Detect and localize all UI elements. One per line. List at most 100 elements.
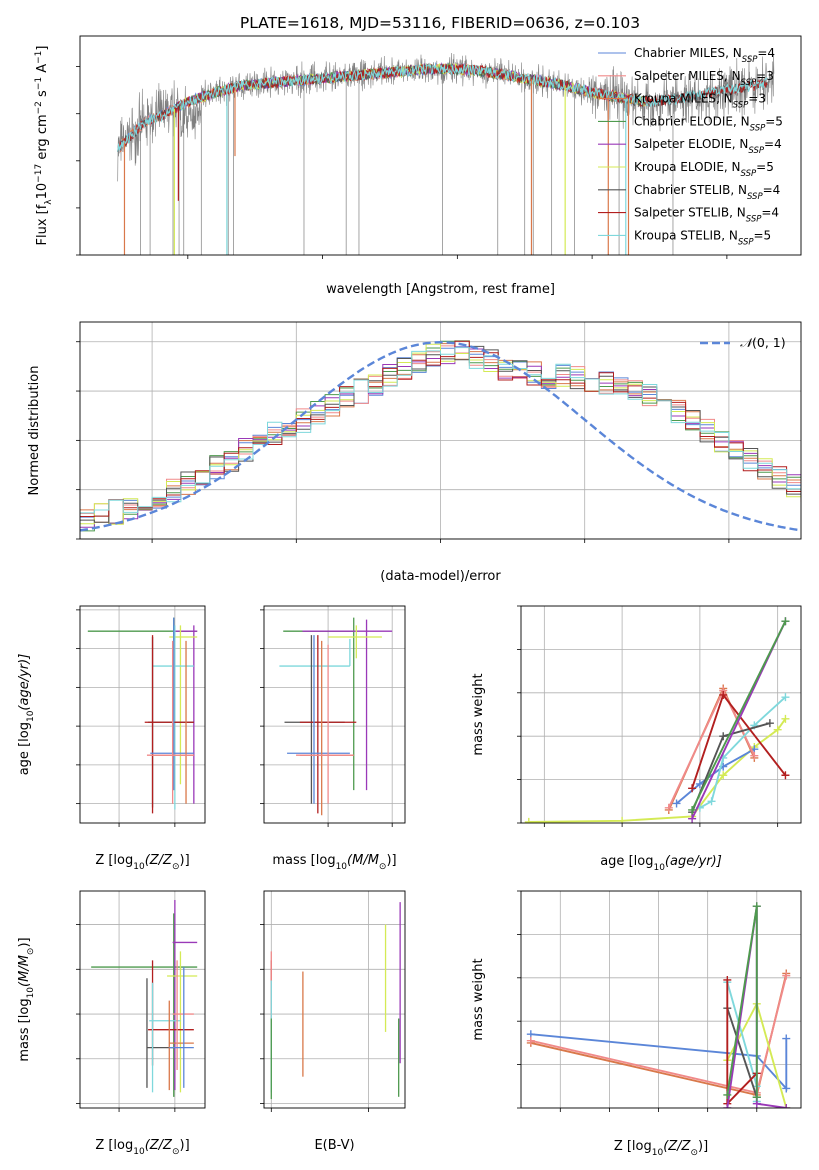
x-axis-label: Z [log10(Z/Z⊙)] [95, 853, 189, 872]
label-part: 10 [133, 862, 145, 872]
label-part: (M/M [347, 853, 379, 868]
point-marker-chabrier_elodie [688, 805, 697, 814]
x-axis-label: Z [log10(Z/Z⊙)] [614, 1139, 708, 1158]
plot-area [521, 891, 801, 1108]
axes-weight_vs_age [517, 605, 779, 827]
plot-area [264, 891, 405, 1108]
label-part: (age/yr)] [17, 654, 32, 711]
axes-frame [79, 890, 206, 1109]
legend-label-kroupa_elodie: Kroupa ELODIE, NSSP=5 [634, 160, 774, 179]
point-marker-salpeter_elodie [782, 1104, 791, 1108]
label-part: 10 [336, 862, 348, 872]
y-axis-label: mass weight [471, 673, 486, 755]
label-part: )] [180, 1138, 190, 1153]
point-marker-salpeter_stelib [781, 771, 790, 780]
label-part: Chabrier MILES, N [634, 46, 742, 60]
label-part: SSP [746, 215, 762, 225]
label-part: ] [35, 46, 50, 51]
label-part: =5 [754, 228, 772, 242]
plot-area [521, 606, 801, 823]
series-line-chabrier_miles [675, 748, 755, 805]
point-marker-chabrier_miles [782, 1034, 791, 1043]
label-part: 10 [133, 1147, 145, 1157]
label-part: 10 [653, 863, 665, 873]
legend-label-gauss: 𝒩(0, 1) [740, 335, 786, 350]
figure-title: PLATE=1618, MJD=53116, FIBERID=0636, z=0… [240, 14, 640, 32]
chart-age_vs_Z: Z [log10(Z/Z⊙)]age [log10(age/yr)] [17, 605, 206, 872]
chart-weight_vs_age: age [log10(age/yr)] mass weight [471, 605, 802, 873]
label-part: Z [log [614, 1139, 652, 1154]
point-marker-salpeter_miles [664, 803, 673, 812]
label-part: SSP [738, 237, 754, 247]
label-part: Salpeter STELIB, N [634, 206, 746, 220]
label-part: Chabrier STELIB, N [634, 183, 747, 197]
y-axis-label: mass weight [471, 958, 486, 1040]
histogram-chabrier_stelib [80, 345, 801, 534]
plot-area [80, 891, 205, 1108]
label-part: =4 [764, 137, 782, 151]
axes-weight_vs_Z [517, 890, 758, 1112]
label-part: =5 [756, 160, 774, 174]
legend-label-kroupa_miles: Kroupa MILES, NSSP=3 [634, 92, 766, 111]
point-marker-salpeter_miles [526, 1036, 535, 1045]
legend-label-chabrier_elodie: Chabrier ELODIE, NSSP=5 [634, 114, 783, 133]
label-part: =3 [756, 69, 774, 83]
label-part: ⊙ [690, 1148, 698, 1158]
chart-spectrum: wavelength [Angstrom, rest frame] Flux [f… [34, 35, 802, 297]
axes-frame [263, 605, 406, 824]
plot-area [80, 322, 801, 539]
histogram-kroupa_miles [80, 343, 801, 534]
chart-residuals: (data-model)/error Normed distribution 𝒩(0… [27, 321, 802, 584]
axes-frame [79, 35, 802, 256]
label-part: Z [log [95, 853, 133, 868]
label-part: SSP [742, 55, 758, 65]
label-part: SSP [750, 123, 766, 133]
x-axis-label: Z [log10(Z/Z⊙)] [95, 1138, 189, 1157]
x-axis-label: E(B-V) [314, 1138, 354, 1153]
legend-label-salpeter_stelib: Salpeter STELIB, NSSP=4 [634, 206, 779, 225]
histogram-chabrier_miles [80, 346, 801, 534]
point-marker-chabrier_elodie [781, 617, 790, 626]
chart-mass_vs_ebv: E(B-V) [260, 890, 406, 1153]
axes-frame [520, 890, 802, 1109]
label-part: ⊙ [26, 948, 36, 956]
legend-label-kroupa_stelib: Kroupa STELIB, NSSP=5 [634, 228, 771, 247]
series-line-chabrier_miles [530, 1033, 788, 1091]
label-part: 10 [26, 987, 36, 999]
label-part: Z [log [95, 1138, 133, 1153]
series-line-chabrier_elodie [691, 620, 787, 811]
label-part: )] [386, 853, 396, 868]
point-marker-salpeter_miles [750, 751, 759, 760]
label-part: )] [698, 1139, 708, 1154]
label-part: (Z/Z [145, 1138, 173, 1153]
label-part: −1 [34, 51, 44, 64]
axes-mass_vs_Z [76, 924, 176, 1112]
label-part: 10 [35, 183, 50, 200]
point-marker-chabrier_miles [695, 779, 704, 788]
label-part: SSP [733, 101, 749, 111]
point-marker-kroupa_stelib [707, 797, 716, 806]
axes-mass_vs_ebv [260, 924, 369, 1112]
axes-residuals [76, 341, 730, 543]
point-marker-salpeter_elodie [723, 1104, 732, 1108]
chart-weight_vs_Z: Z [log10(Z/Z⊙)] mass weight [471, 890, 802, 1158]
label-part: s [35, 90, 50, 101]
label-part: =3 [748, 92, 766, 106]
point-marker-chabrier_stelib [719, 732, 728, 741]
point-marker-salpeter_stelib [719, 690, 728, 699]
label-part: SSP [741, 78, 757, 88]
plot-area [264, 606, 405, 823]
label-part: −2 [34, 101, 44, 114]
legend-label-chabrier_stelib: Chabrier STELIB, NSSP=4 [634, 183, 780, 202]
label-part: 10 [26, 710, 36, 722]
axes-frame [79, 605, 206, 824]
y-axis-label: Normed distribution [27, 366, 42, 496]
point-marker-kroupa_elodie [524, 817, 533, 823]
label-part: (age/yr)] [665, 854, 722, 869]
point-marker-chabrier_miles [782, 1084, 791, 1093]
axes-frame [520, 605, 802, 824]
plot-area [117, 52, 775, 255]
axes-age_vs_Z [76, 609, 176, 827]
